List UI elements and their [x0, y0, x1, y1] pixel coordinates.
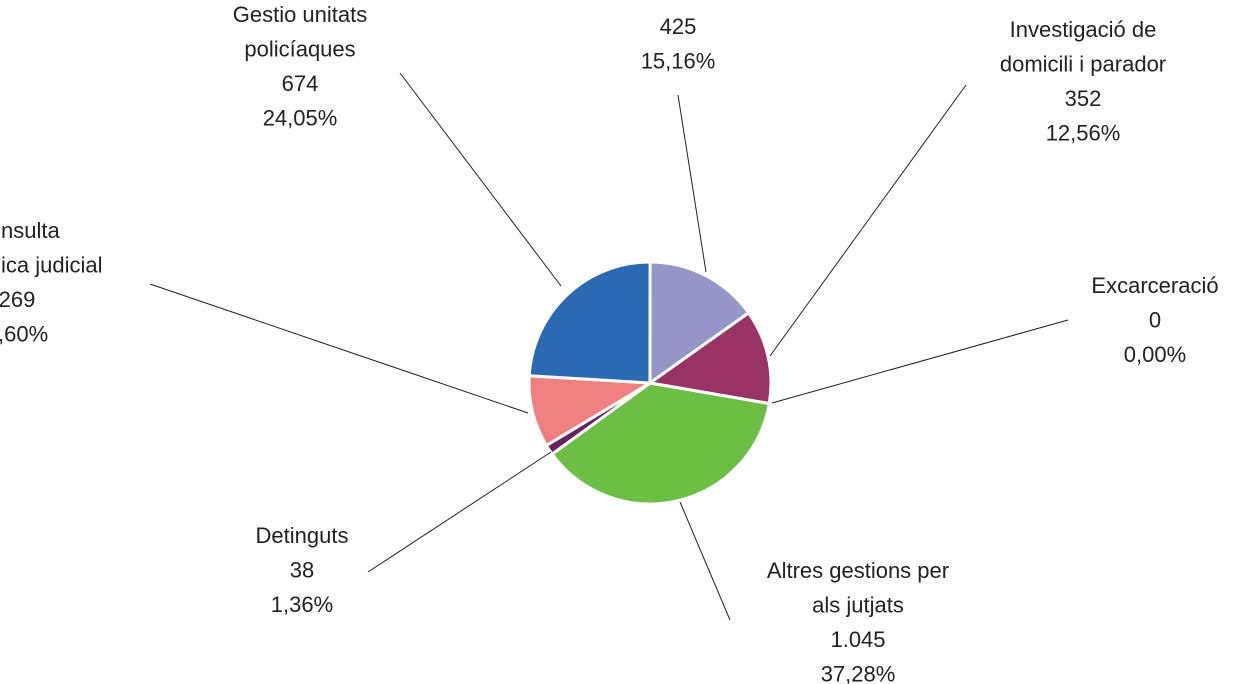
percentage-label: 37,28% [821, 661, 896, 684]
pie-slice [648, 260, 751, 385]
leader-line [367, 451, 552, 573]
value-label: 352 [1065, 86, 1102, 111]
pie-slice [648, 311, 773, 406]
leader-line [771, 319, 1069, 404]
percentage-label: 24,05% [263, 105, 338, 130]
leader-line [679, 501, 731, 621]
slice-label: Detinguts [256, 523, 349, 548]
percentage-label: 9,60% [0, 321, 48, 346]
leader-line [677, 94, 707, 273]
percentage-label: 15,16% [641, 48, 716, 73]
slice-label: nsulta [1, 218, 60, 243]
value-label: 674 [282, 71, 319, 96]
leader-line [399, 72, 562, 287]
slice-label: als jutjats [812, 592, 904, 617]
percentage-label: 1,36% [271, 592, 333, 617]
slice-label: Gestio unitats [233, 2, 368, 27]
value-label: 1.045 [830, 627, 885, 652]
slice-label: domicili i parador [1000, 51, 1166, 76]
leader-line [769, 84, 967, 357]
value-label: 425 [660, 14, 697, 39]
slice-label: ica judicial [1, 252, 103, 277]
value-label: 0 [1149, 307, 1161, 332]
slice-label: Investigació de [1010, 17, 1157, 42]
slice-label: Excarceració [1091, 273, 1218, 298]
slice-label: policíaques [244, 36, 355, 61]
pie-slice [527, 260, 652, 385]
pie-slice [550, 381, 771, 506]
percentage-label: 12,56% [1046, 120, 1121, 145]
value-label: 38 [290, 557, 314, 582]
slice-label: Altres gestions per [767, 558, 949, 583]
leader-line [149, 283, 529, 414]
value-label: 269 [0, 287, 35, 312]
percentage-label: 0,00% [1124, 342, 1186, 367]
